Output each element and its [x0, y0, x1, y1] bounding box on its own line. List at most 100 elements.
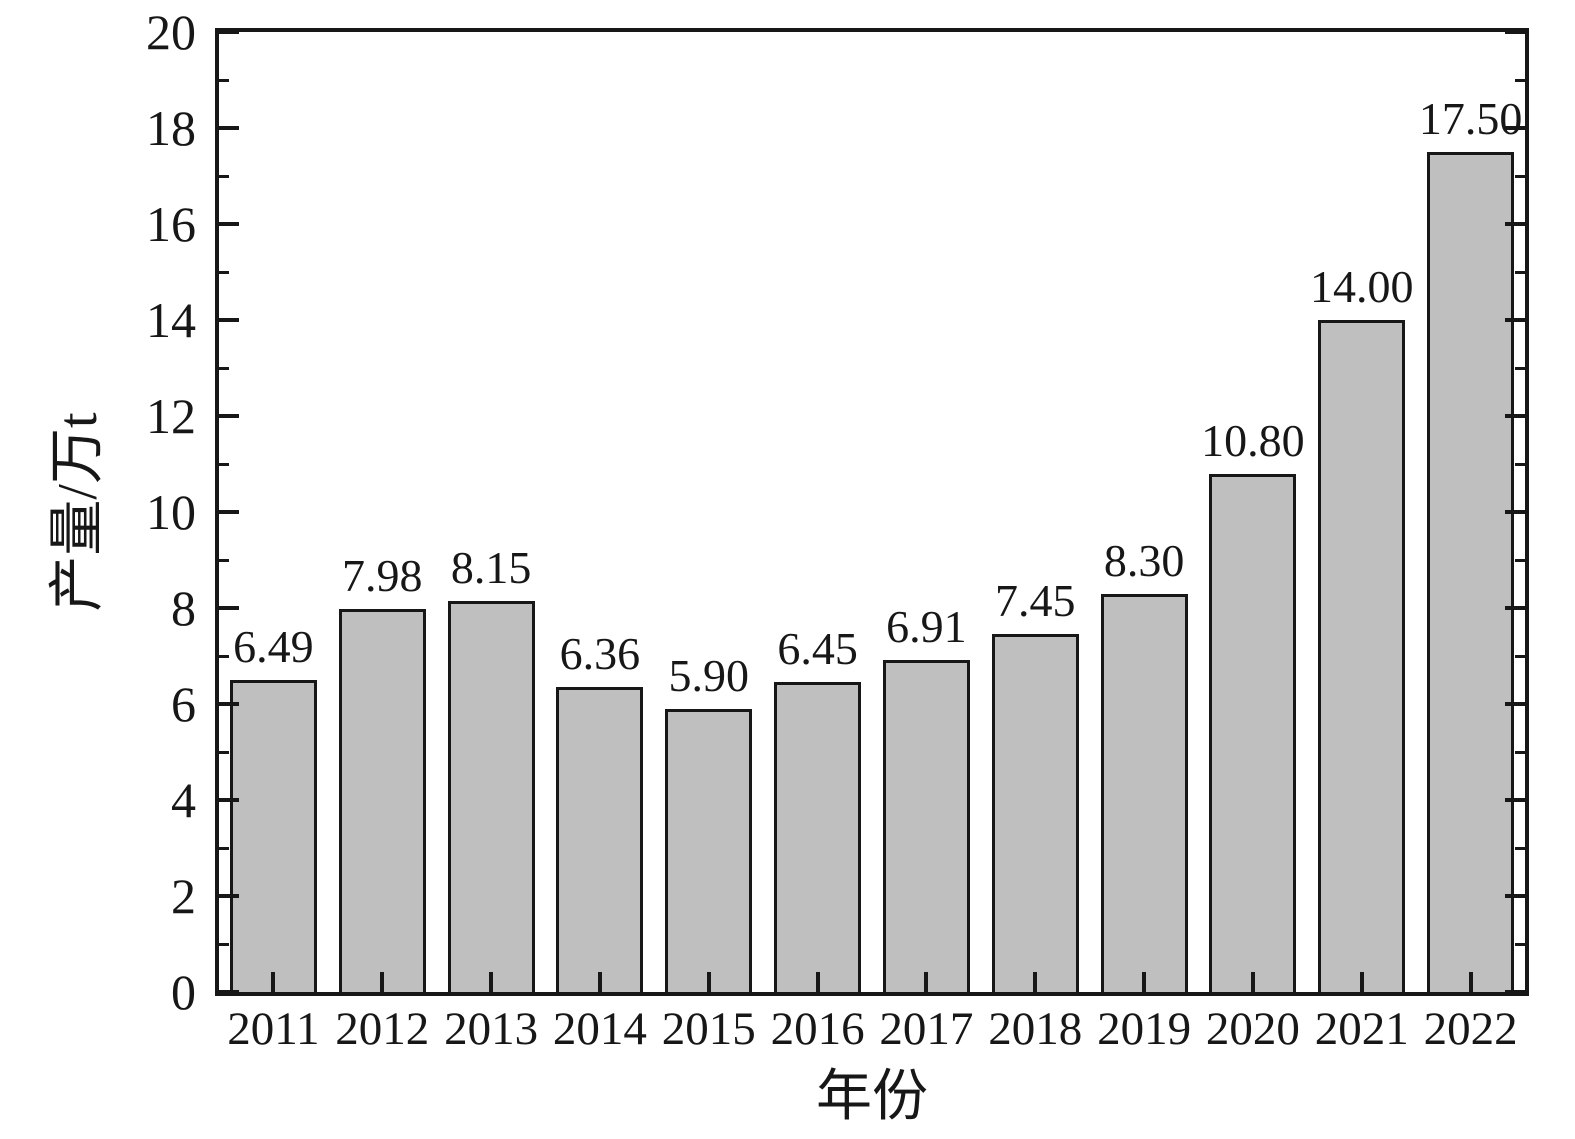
y-axis-major-tick	[1505, 126, 1525, 130]
y-axis-minor-tick	[219, 750, 229, 754]
y-axis-tick-label-14: 14	[146, 292, 196, 348]
x-axis-tick-label-2016: 2016	[770, 1003, 865, 1055]
y-axis-minor-tick	[1515, 462, 1525, 466]
y-axis-minor-tick	[219, 942, 229, 946]
y-axis-minor-tick	[1515, 366, 1525, 370]
y-axis-major-tick	[219, 894, 239, 898]
y-axis-minor-tick	[219, 270, 229, 274]
bar-value-label-2020: 10.80	[1201, 414, 1305, 466]
y-axis-major-tick	[219, 510, 239, 514]
x-axis-tick-label-2015: 2015	[661, 1003, 756, 1055]
y-axis-major-tick	[1505, 318, 1525, 322]
x-axis-tick-label-2021: 2021	[1314, 1003, 1409, 1055]
bar-2016	[774, 682, 862, 992]
y-axis-major-tick	[1505, 414, 1525, 418]
y-axis-minor-tick	[219, 462, 229, 466]
y-axis-tick-label-16: 16	[146, 196, 196, 252]
y-axis-minor-tick	[219, 558, 229, 562]
x-axis-major-tick	[1468, 972, 1473, 992]
y-axis-major-tick	[219, 606, 239, 610]
bar-2014	[556, 686, 644, 992]
x-axis-tick-label-2022: 2022	[1423, 1003, 1518, 1055]
y-axis-minor-tick	[1515, 942, 1525, 946]
y-axis-tick-label-12: 12	[146, 388, 196, 444]
y-axis-minor-tick	[219, 654, 229, 658]
bar-2022	[1427, 152, 1515, 992]
bar-value-label-2016: 6.45	[777, 623, 858, 675]
y-axis-major-tick	[219, 798, 239, 802]
x-axis-tick-label-2019: 2019	[1097, 1003, 1192, 1055]
y-axis-major-tick	[219, 702, 239, 706]
y-axis-major-tick	[1505, 990, 1525, 994]
y-axis-major-tick	[1505, 30, 1525, 34]
bar-value-label-2013: 8.15	[450, 541, 532, 593]
bar-value-label-2018: 7.45	[995, 575, 1076, 627]
y-axis-major-tick	[1505, 894, 1525, 898]
x-axis-major-tick	[924, 972, 929, 992]
y-axis-tick-label-10: 10	[146, 484, 196, 540]
y-axis-tick-label-6: 6	[171, 676, 196, 732]
y-axis-minor-tick	[1515, 654, 1525, 658]
bar-2013	[447, 600, 535, 992]
y-axis-tick-label-18: 18	[146, 100, 196, 156]
y-axis-major-tick	[219, 126, 239, 130]
bar-2019	[1100, 593, 1188, 992]
y-axis-major-tick	[219, 30, 239, 34]
y-axis-major-tick	[1505, 606, 1525, 610]
x-axis-major-tick	[1033, 972, 1038, 992]
y-axis-major-tick	[219, 222, 239, 226]
y-axis-major-tick	[1505, 510, 1525, 514]
y-axis-minor-tick	[1515, 78, 1525, 82]
y-axis-title: 产量/万t	[47, 412, 109, 612]
y-axis-minor-tick	[1515, 174, 1525, 178]
y-axis-major-tick	[219, 414, 239, 418]
y-axis-tick-label-20: 20	[146, 4, 196, 60]
y-axis-minor-tick	[1515, 846, 1525, 850]
x-axis-tick-label-2018: 2018	[988, 1003, 1083, 1055]
y-axis-minor-tick	[219, 78, 229, 82]
y-axis-tick-label-4: 4	[171, 772, 196, 828]
y-axis-minor-tick	[219, 846, 229, 850]
bar-value-label-2014: 6.36	[559, 627, 641, 679]
y-axis-major-tick	[1505, 798, 1525, 802]
x-axis-tick-label-2014: 2014	[552, 1003, 647, 1055]
x-axis-major-tick	[380, 972, 385, 992]
y-axis-minor-tick	[1515, 558, 1525, 562]
bar-2021	[1318, 320, 1406, 992]
y-axis-minor-tick	[219, 366, 229, 370]
y-axis-major-tick	[219, 318, 239, 322]
bar-value-label-2021: 14.00	[1310, 261, 1414, 312]
bar-2020	[1209, 473, 1297, 992]
plot-area: 6.49 7.98 8.15 6.36 5.90 6.45 6.91 7.45 8.30 10.8…	[215, 28, 1529, 996]
y-axis-minor-tick	[219, 174, 229, 178]
y-axis-minor-tick	[1515, 750, 1525, 754]
bar-value-label-2012: 7.98	[342, 549, 423, 601]
x-axis-tick-label-2013: 2013	[444, 1003, 539, 1055]
bar-value-label-2019: 8.30	[1103, 534, 1185, 586]
bar-2015	[665, 708, 753, 992]
x-axis-tick-label-2020: 2020	[1205, 1003, 1300, 1055]
bar-value-label-2017: 6.91	[886, 601, 967, 653]
x-axis-tick-label-2012: 2012	[335, 1003, 430, 1055]
x-axis-tick-label-2017: 2017	[879, 1003, 974, 1055]
bar-value-label-2011: 6.49	[233, 621, 314, 673]
y-axis-major-tick	[219, 990, 239, 994]
x-axis-major-tick	[489, 972, 494, 992]
y-axis-major-tick	[1505, 222, 1525, 226]
y-axis-major-tick	[1505, 702, 1525, 706]
bar-value-label-2015: 5.90	[668, 649, 750, 701]
x-axis-major-tick	[1359, 972, 1364, 992]
bar-2012	[338, 608, 426, 992]
x-axis-tick-label-2011: 2011	[227, 1003, 320, 1055]
bar-2018	[991, 634, 1079, 992]
x-axis-title: 年份	[816, 1066, 928, 1128]
y-axis-tick-label-2: 2	[171, 868, 196, 924]
x-axis-major-tick	[1250, 972, 1255, 992]
x-axis-major-tick	[597, 972, 602, 992]
bar-2017	[882, 660, 970, 992]
bar-2011	[229, 680, 317, 992]
x-axis-major-tick	[706, 972, 711, 992]
y-axis-tick-label-0: 0	[171, 964, 196, 1020]
y-axis-tick-label-8: 8	[171, 580, 196, 636]
